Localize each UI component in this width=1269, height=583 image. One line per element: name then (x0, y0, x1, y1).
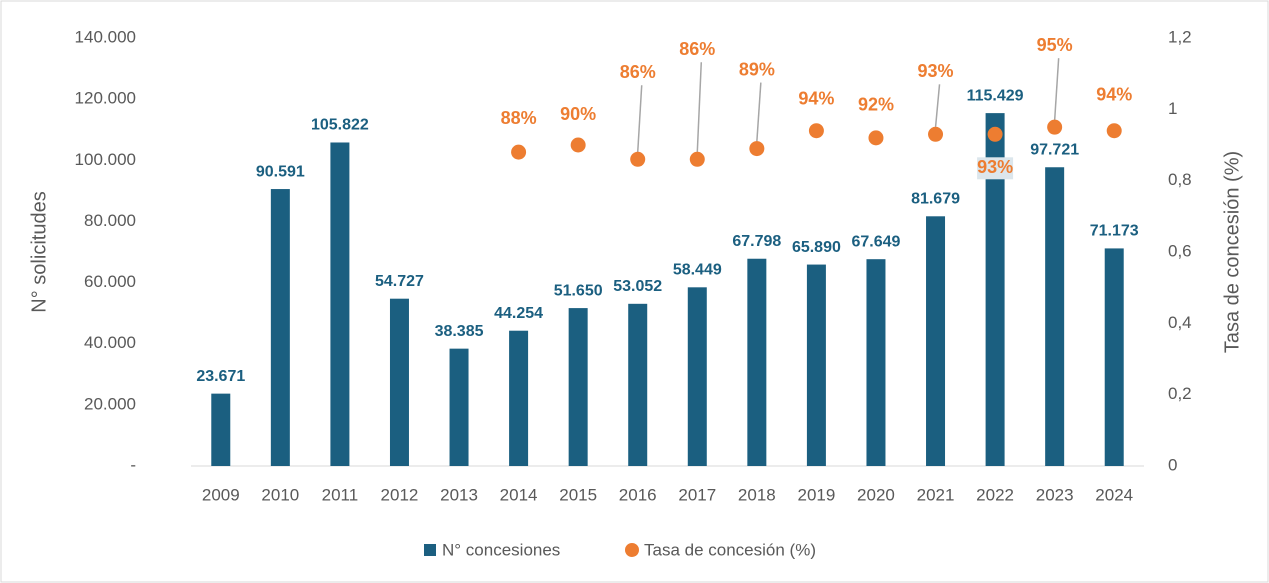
rate-value-label: 86% (679, 39, 715, 59)
bar-value-label: 71.173 (1090, 223, 1139, 240)
rate-dot (928, 126, 944, 142)
x-tick-label: 2013 (440, 485, 478, 504)
y2-tick-label: 0,6 (1168, 241, 1192, 260)
x-tick-label: 2022 (976, 485, 1014, 504)
x-tick-label: 2018 (738, 485, 776, 504)
x-tick-label: 2015 (559, 485, 597, 504)
bar (568, 308, 588, 466)
bar (211, 393, 231, 466)
rate-dot (570, 137, 586, 153)
y-axis-title: N° solicitudes (28, 191, 50, 312)
label-bg (977, 157, 1014, 180)
rate-value-label: 92% (858, 95, 894, 115)
x-tick-label: 2020 (857, 485, 895, 504)
y2-tick-label: 1 (1168, 99, 1177, 118)
y2-tick-label: 0,4 (1168, 313, 1192, 332)
rate-value-label: 94% (798, 88, 834, 108)
bar-value-label: 67.649 (852, 233, 901, 250)
leader-line (756, 82, 762, 142)
rate-value-label: 93% (918, 61, 954, 81)
y-tick-label: - (130, 455, 136, 474)
bar-value-label: 90.591 (256, 163, 305, 180)
leader-line (636, 85, 643, 153)
legend-swatch (625, 543, 639, 557)
rate-dot (987, 126, 1003, 142)
bar (330, 142, 350, 466)
bar-value-label: 51.650 (554, 282, 603, 299)
y-tick-label: 100.000 (75, 150, 136, 169)
bar-value-label: 38.385 (435, 323, 484, 340)
x-tick-label: 2019 (797, 485, 835, 504)
bar-value-label: 58.449 (673, 262, 722, 279)
x-tick-label: 2024 (1095, 485, 1133, 504)
bar (1045, 167, 1065, 467)
y2-tick-label: 0,8 (1168, 170, 1192, 189)
bar (270, 189, 290, 467)
x-tick-label: 2014 (500, 485, 538, 504)
y-tick-label: 60.000 (84, 272, 136, 291)
bar (449, 348, 469, 466)
y2-tick-label: 0 (1168, 455, 1177, 474)
bar-value-label: 81.679 (911, 191, 960, 208)
x-tick-label: 2012 (381, 485, 419, 504)
leader-line (934, 84, 941, 128)
rate-dot (1106, 123, 1122, 139)
y2-axis-title: Tasa de concesión (%) (1221, 151, 1243, 353)
bar (509, 330, 529, 466)
bar (926, 216, 946, 466)
x-tick-label: 2009 (202, 485, 240, 504)
bar-value-label: 54.727 (375, 273, 424, 290)
y2-tick-label: 1,2 (1168, 27, 1192, 46)
legend-label: Tasa de concesión (%) (644, 540, 816, 559)
bar (389, 298, 409, 466)
leader-line (696, 62, 703, 153)
bar-value-label: 65.890 (792, 239, 841, 256)
bar (866, 259, 886, 466)
y-tick-label: 80.000 (84, 211, 136, 230)
rate-value-label: 95% (1037, 35, 1073, 55)
bar-value-label: 105.822 (311, 117, 369, 134)
bar (747, 258, 767, 466)
rate-dot (1047, 119, 1063, 135)
rate-dot (689, 151, 705, 167)
legend-swatch (424, 544, 436, 556)
legend-label: N° concesiones (442, 540, 560, 559)
y-tick-label: 40.000 (84, 333, 136, 352)
bar-value-label: 67.798 (732, 233, 781, 250)
x-tick-label: 2016 (619, 485, 657, 504)
y-tick-label: 140.000 (75, 27, 136, 46)
x-tick-label: 2023 (1036, 485, 1074, 504)
bar (1104, 248, 1124, 466)
rate-dot (808, 123, 824, 139)
bar-value-label: 97.721 (1030, 141, 1079, 158)
x-tick-label: 2021 (917, 485, 955, 504)
y2-tick-label: 0,2 (1168, 384, 1192, 403)
rate-dot (749, 141, 765, 157)
rate-dot (868, 130, 884, 146)
bar (985, 113, 1005, 466)
rate-value-label: 94% (1096, 84, 1132, 104)
y-tick-label: 120.000 (75, 89, 136, 108)
y-tick-label: 20.000 (84, 394, 136, 413)
leader-line (1053, 58, 1060, 121)
x-tick-label: 2010 (261, 485, 299, 504)
bar-value-label: 44.254 (494, 305, 543, 322)
rate-dot (630, 151, 646, 167)
rate-value-label: 86% (620, 62, 656, 82)
rate-value-label: 93% (977, 157, 1013, 177)
bar (687, 287, 707, 466)
x-tick-label: 2017 (678, 485, 716, 504)
bar (806, 264, 826, 466)
bar-value-label: 23.671 (196, 368, 245, 385)
x-tick-label: 2011 (322, 485, 359, 504)
rate-dot (511, 144, 527, 160)
rate-value-label: 89% (739, 59, 775, 79)
bar-value-label: 115.429 (967, 87, 1024, 104)
bar-value-label: 53.052 (613, 278, 662, 295)
bar (628, 303, 648, 466)
rate-value-label: 88% (501, 108, 537, 128)
rate-value-label: 90% (560, 104, 596, 124)
